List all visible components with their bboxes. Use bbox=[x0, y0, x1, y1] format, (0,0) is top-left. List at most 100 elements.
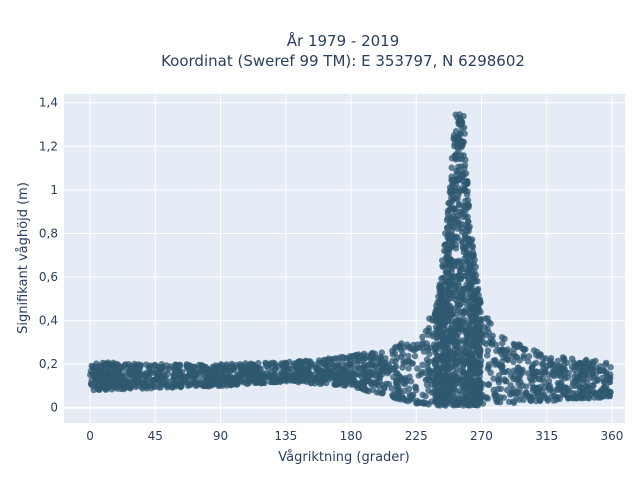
scatter-point bbox=[429, 317, 436, 324]
scatter-point bbox=[451, 152, 458, 159]
x-tick-label: 90 bbox=[213, 429, 228, 443]
scatter-point bbox=[419, 333, 426, 340]
scatter-point bbox=[198, 368, 205, 376]
scatter-point bbox=[592, 377, 599, 385]
scatter-point bbox=[548, 361, 555, 368]
scatter-point bbox=[162, 367, 170, 374]
scatter-point bbox=[457, 367, 464, 375]
scatter-point bbox=[453, 311, 460, 318]
scatter-point bbox=[460, 385, 468, 392]
scatter-point bbox=[583, 388, 591, 396]
scatter-point bbox=[450, 187, 458, 194]
y-tick-label: 0,8 bbox=[39, 226, 58, 240]
scatter-point bbox=[472, 401, 480, 409]
scatter-point bbox=[468, 272, 476, 280]
scatter-point bbox=[399, 350, 406, 358]
scatter-point bbox=[431, 389, 438, 396]
scatter-point bbox=[109, 376, 117, 384]
scatter-point bbox=[178, 368, 186, 376]
scatter-point bbox=[249, 361, 256, 368]
scatter-point bbox=[460, 245, 467, 252]
scatter-point bbox=[469, 242, 476, 250]
scatter-point bbox=[400, 357, 407, 364]
scatter-point bbox=[146, 363, 153, 370]
scatter-point bbox=[444, 234, 451, 241]
scatter-point bbox=[459, 239, 466, 246]
scatter-point bbox=[282, 376, 290, 383]
scatter-point bbox=[110, 372, 117, 379]
scatter-point bbox=[453, 320, 460, 327]
scatter-point bbox=[503, 386, 511, 394]
scatter-point bbox=[448, 176, 455, 184]
scatter-point bbox=[462, 327, 469, 335]
scatter-point bbox=[407, 396, 414, 403]
scatter-point bbox=[414, 365, 421, 372]
scatter-point bbox=[470, 370, 477, 378]
scatter-point bbox=[455, 121, 463, 128]
scatter-point bbox=[460, 152, 467, 159]
scatter-point bbox=[565, 394, 572, 401]
scatter-point bbox=[465, 352, 472, 359]
scatter-point bbox=[323, 379, 330, 387]
scatter-point bbox=[228, 367, 235, 374]
scatter-point bbox=[592, 357, 599, 365]
scatter-point bbox=[438, 391, 446, 398]
scatter-point bbox=[483, 340, 490, 348]
scatter-point bbox=[467, 402, 474, 409]
scatter-point bbox=[312, 361, 319, 368]
scatter-point bbox=[474, 278, 481, 285]
scatter-point bbox=[352, 380, 359, 387]
scatter-point bbox=[470, 260, 477, 267]
scatter-point bbox=[523, 383, 530, 390]
scatter-point bbox=[418, 368, 426, 375]
scatter-point bbox=[578, 384, 585, 392]
scatter-point bbox=[349, 353, 356, 360]
scatter-point bbox=[448, 164, 455, 171]
scatter-point bbox=[263, 362, 270, 370]
scatter-point bbox=[259, 378, 266, 386]
scatter-point bbox=[475, 325, 482, 332]
scatter-point bbox=[171, 366, 179, 373]
x-tick-label: 315 bbox=[535, 429, 558, 443]
scatter-point bbox=[550, 397, 558, 404]
scatter-point bbox=[499, 339, 506, 347]
scatter-point bbox=[449, 338, 456, 345]
scatter-point bbox=[443, 399, 450, 407]
scatter-point bbox=[354, 357, 361, 364]
scatter-point bbox=[510, 340, 517, 348]
scatter-point bbox=[433, 313, 440, 320]
scatter-point bbox=[528, 394, 535, 402]
scatter-point bbox=[461, 130, 468, 137]
scatter-point bbox=[520, 352, 527, 359]
scatter-point bbox=[441, 289, 449, 296]
scatter-point bbox=[433, 369, 440, 377]
scatter-point bbox=[445, 328, 452, 336]
scatter-point bbox=[603, 390, 610, 397]
scatter-point bbox=[517, 379, 524, 386]
scatter-point bbox=[592, 371, 599, 378]
scatter-point bbox=[461, 316, 468, 323]
x-tick-label: 0 bbox=[86, 429, 94, 443]
scatter-point bbox=[428, 398, 435, 405]
scatter-point bbox=[455, 222, 463, 229]
scatter-point bbox=[415, 399, 423, 406]
scatter-point bbox=[485, 381, 492, 388]
scatter-point bbox=[422, 376, 429, 383]
scatter-point bbox=[503, 378, 510, 385]
scatter-point bbox=[490, 375, 497, 382]
scatter-point bbox=[485, 363, 492, 370]
scatter-point bbox=[580, 366, 588, 373]
scatter-point bbox=[171, 372, 178, 380]
scatter-point bbox=[186, 362, 193, 370]
scatter-point bbox=[540, 379, 548, 386]
scatter-point bbox=[463, 228, 470, 235]
scatter-point bbox=[446, 302, 454, 310]
scatter-point bbox=[402, 397, 409, 404]
scatter-point bbox=[261, 372, 268, 379]
scatter-point bbox=[217, 361, 225, 368]
scatter-point bbox=[513, 354, 521, 361]
scatter-point bbox=[456, 155, 463, 163]
scatter-points bbox=[87, 111, 614, 409]
scatter-point bbox=[483, 331, 490, 339]
scatter-point bbox=[381, 359, 388, 366]
